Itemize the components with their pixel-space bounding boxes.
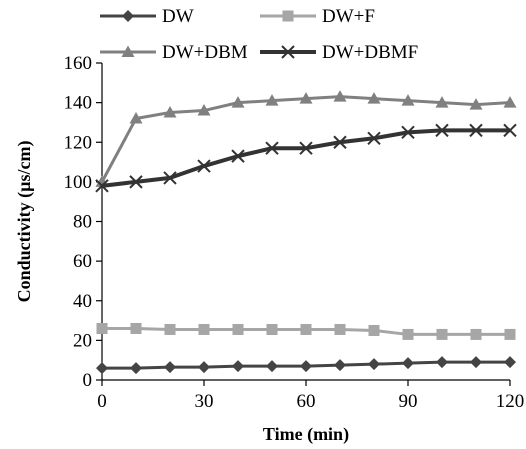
legend-label: DW xyxy=(162,6,194,27)
data-point xyxy=(231,149,245,163)
y-tick-label: 40 xyxy=(73,291,92,312)
data-point xyxy=(504,356,516,369)
series-1 xyxy=(96,322,516,340)
data-point xyxy=(470,328,482,340)
series-line xyxy=(101,128,510,188)
data-point xyxy=(164,361,176,374)
y-tick-label: 120 xyxy=(64,132,93,153)
x-tick-label: 60 xyxy=(297,391,316,412)
data-point xyxy=(130,362,142,375)
data-point xyxy=(368,358,380,371)
data-point xyxy=(504,328,516,340)
data-point xyxy=(265,94,279,106)
series-3 xyxy=(95,123,517,193)
data-point xyxy=(503,96,517,108)
legend-label: DW+DBMF xyxy=(322,42,418,63)
data-point xyxy=(231,96,245,108)
data-point xyxy=(265,141,279,155)
legend-marker xyxy=(281,45,295,59)
data-point xyxy=(469,123,483,138)
data-point xyxy=(436,356,448,369)
data-point xyxy=(299,92,313,104)
series-2 xyxy=(95,90,517,187)
y-tick-label: 20 xyxy=(73,330,92,351)
x-tick-label: 120 xyxy=(496,391,525,412)
data-point xyxy=(367,92,381,104)
y-tick-label: 60 xyxy=(73,251,92,272)
legend-item: DW xyxy=(100,6,194,27)
legend-item: DW+DBM xyxy=(100,42,248,63)
data-point xyxy=(334,359,346,372)
legend-label: DW+DBM xyxy=(162,42,248,63)
y-axis: 0 20 40 60 80 100 120 140 160 xyxy=(64,53,103,391)
y-tick-label: 140 xyxy=(64,93,93,114)
data-point xyxy=(266,360,278,373)
y-tick-label: 160 xyxy=(64,53,93,74)
legend-item: DW+DBMF xyxy=(260,42,418,63)
data-point xyxy=(436,328,448,340)
data-point xyxy=(401,94,415,106)
data-point xyxy=(435,96,449,108)
data-point xyxy=(163,171,177,185)
data-point xyxy=(197,159,211,173)
y-tick-label: 100 xyxy=(64,172,93,193)
data-point xyxy=(402,357,414,370)
x-tick-label: 30 xyxy=(195,391,214,412)
data-point xyxy=(300,323,312,335)
data-point xyxy=(333,135,347,149)
data-point xyxy=(130,322,142,334)
data-point xyxy=(469,98,483,110)
y-axis-title: Conductivity (µs/cm) xyxy=(14,141,35,303)
data-point xyxy=(198,323,210,335)
y-tick-label: 0 xyxy=(83,370,93,391)
legend: DW DW+F DW+DBM DW+DBMF xyxy=(100,6,418,63)
series-line xyxy=(100,95,511,183)
legend-label: DW+F xyxy=(322,6,375,27)
y-tick-label: 80 xyxy=(73,212,92,233)
data-point xyxy=(402,328,414,340)
data-point xyxy=(334,323,346,335)
legend-item: DW+F xyxy=(260,6,375,27)
data-point xyxy=(435,123,449,138)
data-point xyxy=(300,360,312,373)
data-point xyxy=(367,131,381,145)
x-axis: 0 30 60 90 120 xyxy=(97,379,525,412)
x-tick-label: 90 xyxy=(399,391,418,412)
data-point xyxy=(95,179,109,193)
series-0 xyxy=(96,356,516,375)
data-point xyxy=(232,323,244,335)
data-point xyxy=(96,322,108,334)
data-point xyxy=(368,324,380,336)
x-axis-title: Time (min) xyxy=(263,424,349,445)
data-point xyxy=(232,360,244,373)
legend-marker xyxy=(121,45,135,57)
data-point xyxy=(299,141,313,155)
data-point xyxy=(96,362,108,375)
data-point xyxy=(198,361,210,374)
data-point xyxy=(163,106,177,118)
data-point xyxy=(197,104,211,116)
legend-marker xyxy=(282,10,294,22)
data-point xyxy=(129,111,143,124)
data-point xyxy=(333,90,347,102)
data-point xyxy=(164,323,176,335)
data-point xyxy=(129,175,143,189)
plot-series xyxy=(95,90,517,375)
data-point xyxy=(401,125,415,140)
data-point xyxy=(503,123,517,138)
data-point xyxy=(470,356,482,369)
data-point xyxy=(266,323,278,335)
legend-marker xyxy=(122,10,134,22)
x-tick-label: 0 xyxy=(97,391,107,412)
